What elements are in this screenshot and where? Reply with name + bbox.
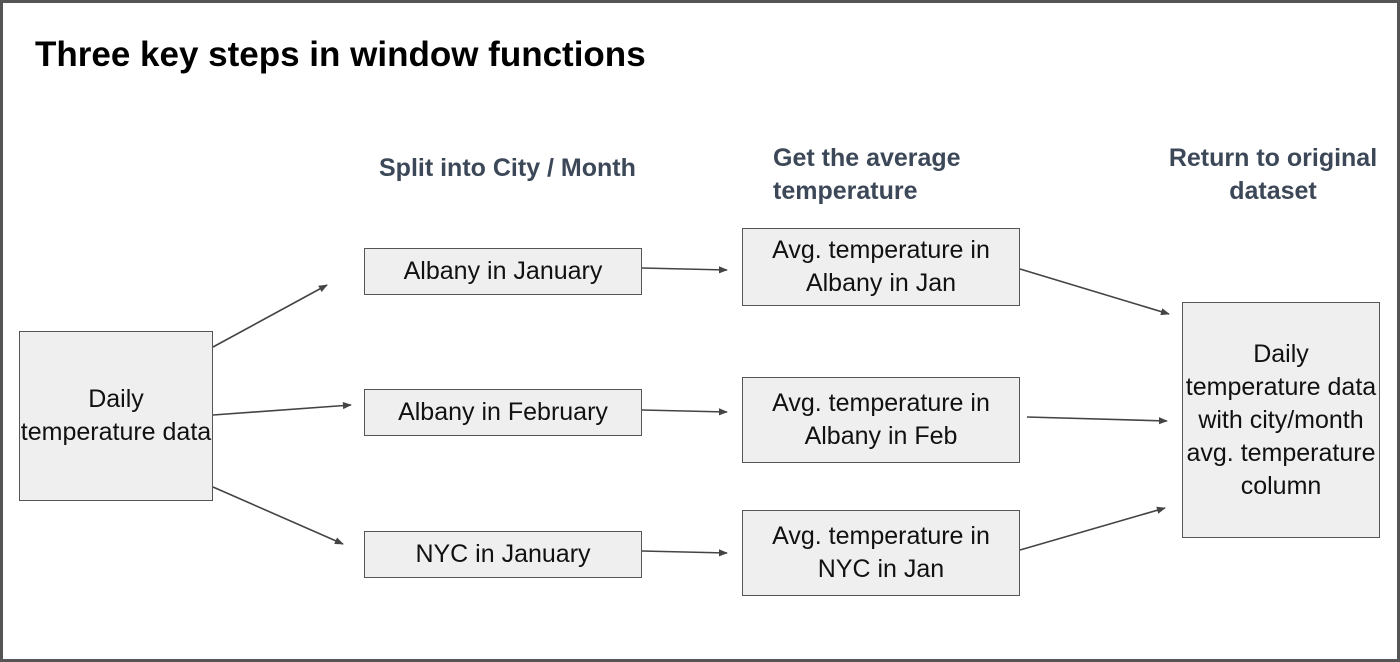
step-heading-average: Get the average temperature <box>773 144 961 205</box>
box-label: Daily temperature data with city/month a… <box>1185 339 1377 500</box>
box-label: Avg. temperature in NYC in Jan <box>772 522 990 583</box>
box-daily-temperature-data: Daily temperature data <box>19 331 213 501</box>
box-label: Daily temperature data <box>20 385 212 446</box>
box-albany-february: Albany in February <box>364 389 642 436</box>
box-label: Albany in February <box>398 398 608 426</box>
arrows-layer <box>212 266 1170 557</box>
page-title: Three key steps in window functions <box>35 35 646 74</box>
arrow-albany-jan-to-avg <box>641 266 728 274</box>
box-label: Avg. temperature in Albany in Feb <box>772 389 990 450</box>
arrow-daily-to-nyc-jan <box>212 486 344 545</box>
box-avg-albany-feb: Avg. temperature in Albany in Feb <box>742 377 1020 463</box>
box-albany-january: Albany in January <box>364 248 642 295</box>
box-avg-albany-jan: Avg. temperature in Albany in Jan <box>742 228 1020 306</box>
box-nyc-january: NYC in January <box>364 531 642 578</box>
arrow-avg-albany-jan-to-result <box>1019 268 1170 316</box>
step-heading-split: Split into City / Month <box>379 154 636 182</box>
step-heading-return: Return to original dataset <box>1168 144 1378 205</box>
arrow-albany-feb-to-avg <box>641 408 728 416</box>
box-result-dataset: Daily temperature data with city/month a… <box>1182 302 1380 538</box>
arrow-daily-to-albany-feb <box>212 401 352 416</box>
box-label: Avg. temperature in Albany in Jan <box>772 236 990 297</box>
box-label: NYC in January <box>415 540 591 568</box>
box-avg-nyc-jan: Avg. temperature in NYC in Jan <box>742 510 1020 596</box>
box-label: Albany in January <box>403 257 603 285</box>
arrow-nyc-jan-to-avg <box>641 549 728 557</box>
arrow-avg-nyc-jan-to-result <box>1019 506 1166 551</box>
arrow-avg-albany-feb-to-result <box>1026 416 1168 425</box>
arrow-daily-to-albany-jan <box>212 284 328 348</box>
